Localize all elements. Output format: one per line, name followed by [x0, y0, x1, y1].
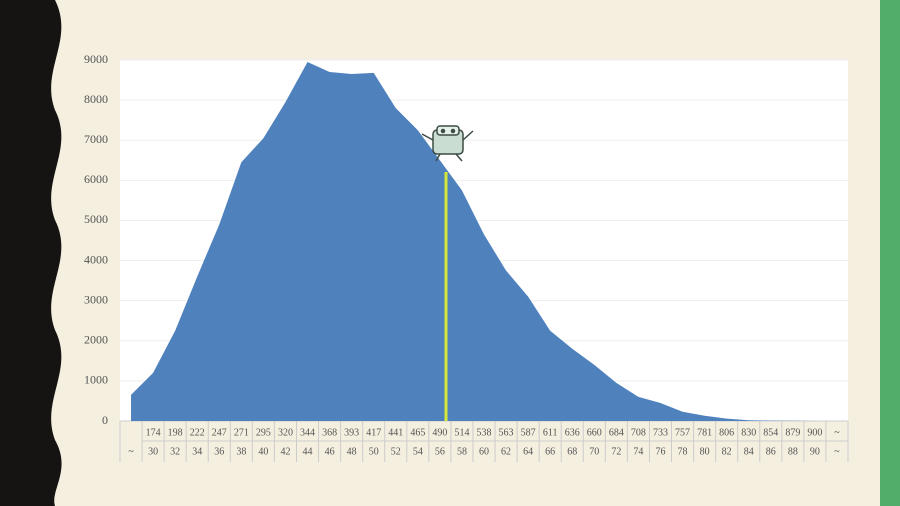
labels: 0 1000 2000 3000 4000 5000 6000 7000 8000 9000 ~17…: [84, 52, 840, 458]
marks: [131, 62, 837, 421]
x-tick-label: 198: [168, 427, 183, 438]
x-tick-label: 781: [697, 427, 712, 438]
x-subtick-label: 56: [435, 446, 445, 457]
x-tick-label: 247: [212, 427, 227, 438]
x-tick-label: 417: [366, 427, 381, 438]
x-subtick-label: 48: [347, 446, 357, 457]
x-tick-label: 660: [587, 427, 602, 438]
x-tick-label: 538: [477, 427, 492, 438]
x-tick-label: 684: [609, 427, 624, 438]
y-tick-label: 2000: [84, 333, 108, 347]
x-tick-label: ~: [834, 427, 840, 438]
x-subtick-label: 86: [766, 446, 776, 457]
x-tick-label: 393: [344, 427, 359, 438]
x-subtick-label: 78: [678, 446, 688, 457]
x-subtick-label: ~: [834, 446, 840, 457]
x-tick-label: 514: [454, 427, 469, 438]
x-tick-label: 854: [763, 427, 778, 438]
x-tick-label: 757: [675, 427, 690, 438]
x-tick-label: 368: [322, 427, 337, 438]
x-subtick-label: 76: [655, 446, 665, 457]
x-subtick-label: 66: [545, 446, 555, 457]
x-tick-label: 708: [631, 427, 646, 438]
x-subtick-label: 42: [280, 446, 290, 457]
x-subtick-label: 30: [148, 446, 158, 457]
x-tick-label: 490: [432, 427, 447, 438]
x-subtick-label: 80: [700, 446, 710, 457]
x-tick-label: 587: [521, 427, 536, 438]
left-wave-band: [0, 0, 62, 506]
x-subtick-label: 38: [236, 446, 246, 457]
x-subtick-label: 64: [523, 446, 533, 457]
y-tick-label: 1000: [84, 373, 108, 387]
x-tick-label: 563: [499, 427, 514, 438]
x-subtick-label: 54: [413, 446, 423, 457]
x-subtick-label: 84: [744, 446, 754, 457]
x-tick-label: 320: [278, 427, 293, 438]
area: [131, 62, 837, 421]
x-tick-label: 295: [256, 427, 271, 438]
x-tick-label: 636: [565, 427, 580, 438]
x-subtick-label: 40: [258, 446, 268, 457]
x-tick-label: 733: [653, 427, 668, 438]
x-tick-label: 174: [146, 427, 161, 438]
x-tick-label: 611: [543, 427, 558, 438]
x-subtick-label: 88: [788, 446, 798, 457]
x-subtick-label: 62: [501, 446, 511, 457]
x-subtick-label: 82: [722, 446, 732, 457]
y-tick-label: 9000: [84, 52, 108, 66]
right-green-band: [880, 0, 900, 506]
x-subtick-label: 52: [391, 446, 401, 457]
x-subtick-label: ~: [128, 446, 134, 457]
x-tick-label: 222: [190, 427, 205, 438]
x-subtick-label: 44: [303, 446, 313, 457]
x-tick-label: 271: [234, 427, 249, 438]
x-subtick-label: 46: [325, 446, 335, 457]
x-subtick-label: 34: [192, 446, 202, 457]
x-tick-label: 806: [719, 427, 734, 438]
x-subtick-label: 72: [611, 446, 621, 457]
x-subtick-label: 58: [457, 446, 467, 457]
x-tick-label: 465: [410, 427, 425, 438]
x-tick-label: 830: [741, 427, 756, 438]
x-tick-label: 344: [300, 427, 315, 438]
x-subtick-label: 60: [479, 446, 489, 457]
y-tick-label: 5000: [84, 212, 108, 226]
y-tick-label: 0: [102, 413, 108, 427]
x-tick-label: 441: [388, 427, 403, 438]
y-tick-label: 4000: [84, 252, 108, 266]
x-subtick-label: 70: [589, 446, 599, 457]
y-tick-label: 8000: [84, 92, 108, 106]
x-subtick-label: 50: [369, 446, 379, 457]
x-tick-label: 900: [807, 427, 822, 438]
x-tick-label: 879: [785, 427, 800, 438]
x-subtick-label: 90: [810, 446, 820, 457]
y-tick-label: 7000: [84, 132, 108, 146]
x-subtick-label: 32: [170, 446, 180, 457]
x-subtick-label: 74: [633, 446, 643, 457]
robot-icon: [421, 125, 474, 162]
x-subtick-label: 36: [214, 446, 224, 457]
y-tick-label: 6000: [84, 172, 108, 186]
x-subtick-label: 68: [567, 446, 577, 457]
y-tick-label: 3000: [84, 292, 108, 306]
